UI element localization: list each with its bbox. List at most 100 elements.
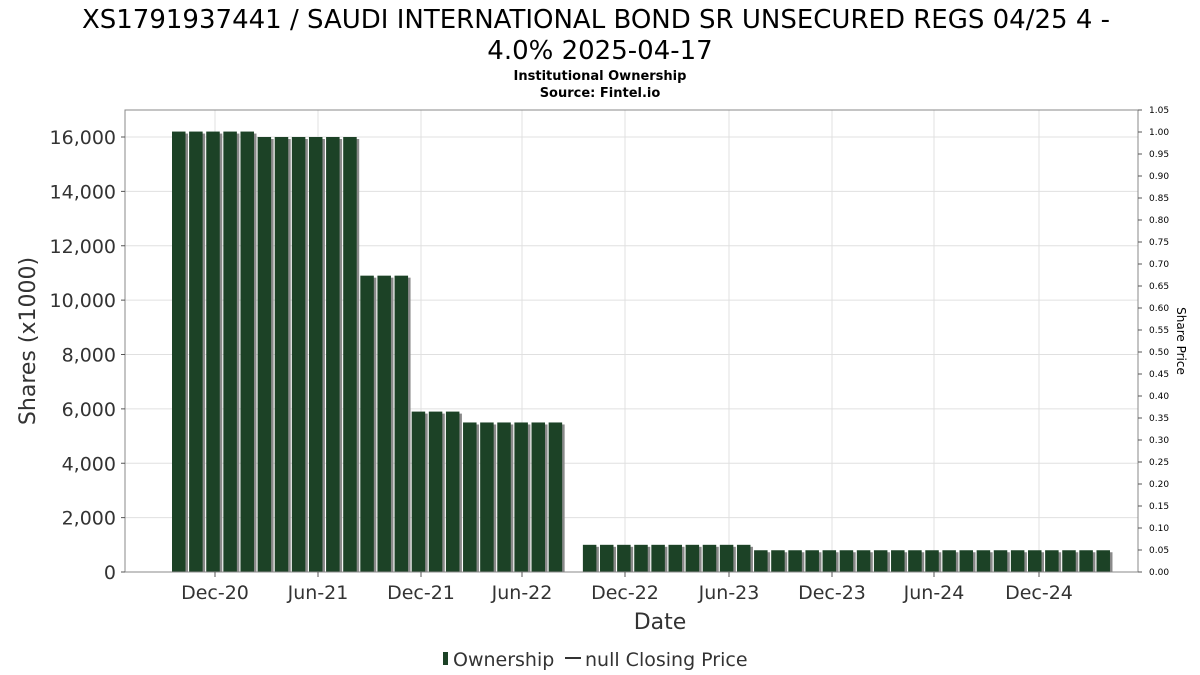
y2-tick-label: 0.85 [1149,194,1169,204]
bar [651,544,665,572]
bar [617,544,631,572]
bar [754,550,768,572]
x-tick-label: Jun-21 [287,582,349,604]
bar [925,550,939,572]
bar [480,422,494,572]
y2-tick-label: 0.60 [1149,304,1169,314]
y-tick-label: 0 [104,562,116,584]
bar [172,131,186,572]
bar [1062,550,1076,572]
x-axis-ticks: Dec-20 Jun-21 Dec-21 Jun-22 Dec-22 Jun-23 Dec-… [181,572,1073,604]
chart-title-line2: 4.0% 2025-04-17 [487,36,712,66]
bar [993,550,1008,572]
bar [1010,550,1025,572]
bar [600,544,614,572]
bar [360,275,374,572]
bar [873,550,888,572]
chart-source: Source: Fintel.io [540,86,661,101]
legend-ownership-label: Ownership [453,649,554,671]
y-tick-label: 4,000 [62,453,116,475]
bar [308,137,323,572]
bar [206,131,220,572]
bar [1045,550,1059,572]
y2-tick-label: 0.50 [1149,348,1169,358]
bar [274,137,289,572]
x-tick-label: Dec-22 [591,582,659,604]
bar [634,544,648,572]
y2-tick-label: 0.45 [1149,370,1169,380]
y2-tick-label: 0.05 [1149,546,1169,556]
y2-axis-label: Share Price [1174,307,1188,375]
bar [856,550,871,572]
y2-tick-label: 0.65 [1149,282,1169,292]
bar [805,550,819,572]
y2-tick-label: 0.30 [1149,436,1169,446]
bar [822,550,837,572]
bar [411,411,426,572]
y2-tick-label: 0.70 [1149,260,1169,270]
bar [891,550,905,572]
y2-tick-label: 0.90 [1149,172,1169,182]
chart-title-line1: XS1791937441 / SAUDI INTERNATIONAL BOND … [82,5,1110,35]
bar [1096,550,1110,572]
plot-frame [124,109,1139,573]
bar [668,544,682,572]
y2-tick-label: 0.80 [1149,216,1169,226]
y-tick-label: 12,000 [50,236,116,258]
x-tick-label: Jun-23 [698,582,760,604]
bar [514,422,528,572]
bar [548,422,563,572]
bar [582,544,597,572]
bar [326,137,340,572]
y-tick-label: 2,000 [62,508,116,530]
bar [445,411,460,572]
x-tick-label: Dec-24 [1005,582,1073,604]
legend-closing-price-label: null Closing Price [585,649,748,671]
bar [497,422,511,572]
y2-tick-label: 1.00 [1149,128,1169,138]
y-tick-label: 10,000 [50,290,116,312]
bar [942,550,956,572]
x-tick-label: Jun-22 [491,582,553,604]
chart-subtitle: Institutional Ownership [514,69,687,84]
y-tick-label: 8,000 [62,345,116,367]
y-axis-label: Shares (x1000) [16,257,41,425]
x-tick-label: Dec-20 [181,582,249,604]
y2-tick-label: 0.75 [1149,238,1169,248]
y2-tick-label: 0.15 [1149,502,1169,512]
x-tick-label: Dec-23 [798,582,866,604]
bar [531,422,546,572]
bar [463,422,477,572]
bar [719,544,734,572]
y-tick-label: 14,000 [50,181,116,203]
bar [771,550,785,572]
bar [736,544,751,572]
bar [428,411,443,572]
bar [223,131,237,572]
bar [908,550,922,572]
y2-tick-label: 0.10 [1149,524,1169,534]
y2-tick-label: 0.25 [1149,458,1169,468]
x-axis-label: Date [634,610,687,635]
y-axis-ticks: 0 2,000 4,000 6,000 8,000 10,000 12,000 14,000 1… [50,127,125,584]
bar [788,550,802,572]
y-tick-label: 6,000 [62,399,116,421]
legend-ownership-swatch [443,652,448,665]
bar [1079,550,1093,572]
bar [394,275,409,572]
legend: Ownership null Closing Price [443,649,748,671]
bar [377,275,391,572]
bar [257,137,272,572]
y2-tick-label: 0.20 [1149,480,1169,490]
y2-tick-label: 0.00 [1149,568,1169,578]
bar [343,137,357,572]
bar [189,131,203,572]
y2-tick-label: 0.40 [1149,392,1169,402]
bar [1028,550,1042,572]
y2-tick-label: 0.55 [1149,326,1169,336]
y2-axis-ticks: 0.00 0.05 0.10 0.15 0.20 0.25 0.30 0.35 0.40 0.45… [1138,106,1169,578]
bar [240,131,254,572]
y2-tick-label: 0.35 [1149,414,1169,424]
y2-tick-label: 0.95 [1149,150,1169,160]
y2-tick-label: 1.05 [1149,106,1169,116]
